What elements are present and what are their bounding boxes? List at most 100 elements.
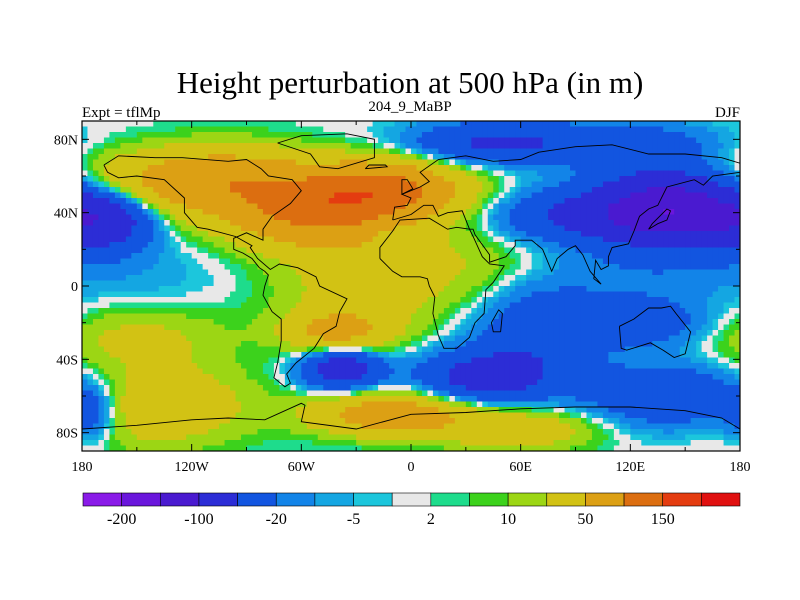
field-cell [723,126,730,133]
field-cell [389,137,396,144]
field-cell [509,302,516,309]
field-cell [208,187,215,194]
field-cell [432,154,440,161]
field-cell [526,275,533,282]
field-cell [449,242,456,249]
field-cell [268,209,275,216]
field-cell [515,192,522,199]
field-cell [548,225,555,232]
field-cell [251,132,259,139]
field-cell [619,126,626,133]
field-cell [421,231,429,238]
field-cell [383,341,390,348]
field-cell [421,176,429,183]
field-cell [679,330,686,337]
field-cell [498,181,505,188]
field-cell [394,154,401,161]
field-cell [367,291,374,298]
field-cell [476,165,483,172]
field-cell [718,214,725,221]
field-cell [394,313,401,320]
field-cell [531,335,538,342]
field-cell [378,231,385,238]
field-cell [471,297,478,304]
field-cell [378,203,385,210]
field-cell [383,308,390,315]
field-cell [350,346,357,353]
field-cell [169,297,176,304]
field-cell [586,187,593,194]
field-cell [301,231,308,238]
field-cell [542,165,549,172]
field-cell [136,121,143,128]
field-cell [136,192,143,199]
field-cell [641,176,648,183]
field-cell [295,253,302,260]
field-cell [460,275,467,282]
field-cell [432,258,440,265]
field-cell [685,280,692,287]
field-cell [109,192,116,199]
field-cell [570,302,577,309]
field-cell [465,187,472,194]
field-cell [224,159,231,166]
field-cell [383,132,390,139]
field-cell [723,159,730,166]
field-cell [334,159,341,166]
field-cell [361,203,368,210]
field-cell [191,341,198,348]
field-cell [268,181,275,188]
field-cell [701,225,708,232]
field-cell [273,308,280,315]
field-cell [356,302,363,309]
field-cell [608,220,615,227]
field-cell [619,330,626,337]
field-cell [219,198,226,205]
field-cell [707,275,714,282]
field-cell [213,247,220,254]
field-cell [509,121,516,128]
field-cell [427,346,434,353]
field-cell [389,170,396,177]
field-cell [230,165,237,172]
field-cell [712,225,719,232]
field-cell [685,324,692,331]
field-cell [504,286,511,293]
field-cell [454,214,461,221]
field-cell [241,264,248,271]
field-cell [443,198,450,205]
field-cell [383,324,390,331]
field-cell [400,346,407,353]
field-cell [570,148,577,155]
field-cell [142,220,149,227]
field-cell [317,121,324,128]
field-cell [164,203,171,210]
field-cell [394,225,401,232]
field-cell [251,126,259,133]
field-cell [389,209,396,216]
field-cell [619,297,626,304]
field-cell [668,269,675,276]
field-cell [246,258,253,265]
field-cell [235,335,242,342]
field-cell [646,214,653,221]
field-cell [180,209,187,216]
field-cell [92,308,100,315]
field-cell [652,132,659,139]
field-cell [175,209,182,216]
field-cell [509,275,516,282]
field-cell [586,203,593,210]
field-cell [219,308,226,315]
field-cell [608,341,615,348]
field-cell [471,335,478,342]
field-cell [378,121,385,128]
field-cell [317,330,324,337]
field-cell [180,275,187,282]
field-cell [718,121,725,128]
field-cell [597,253,604,260]
field-cell [515,225,522,232]
field-cell [136,264,143,271]
field-cell [520,236,527,243]
field-cell [268,236,275,243]
field-cell [652,302,659,309]
